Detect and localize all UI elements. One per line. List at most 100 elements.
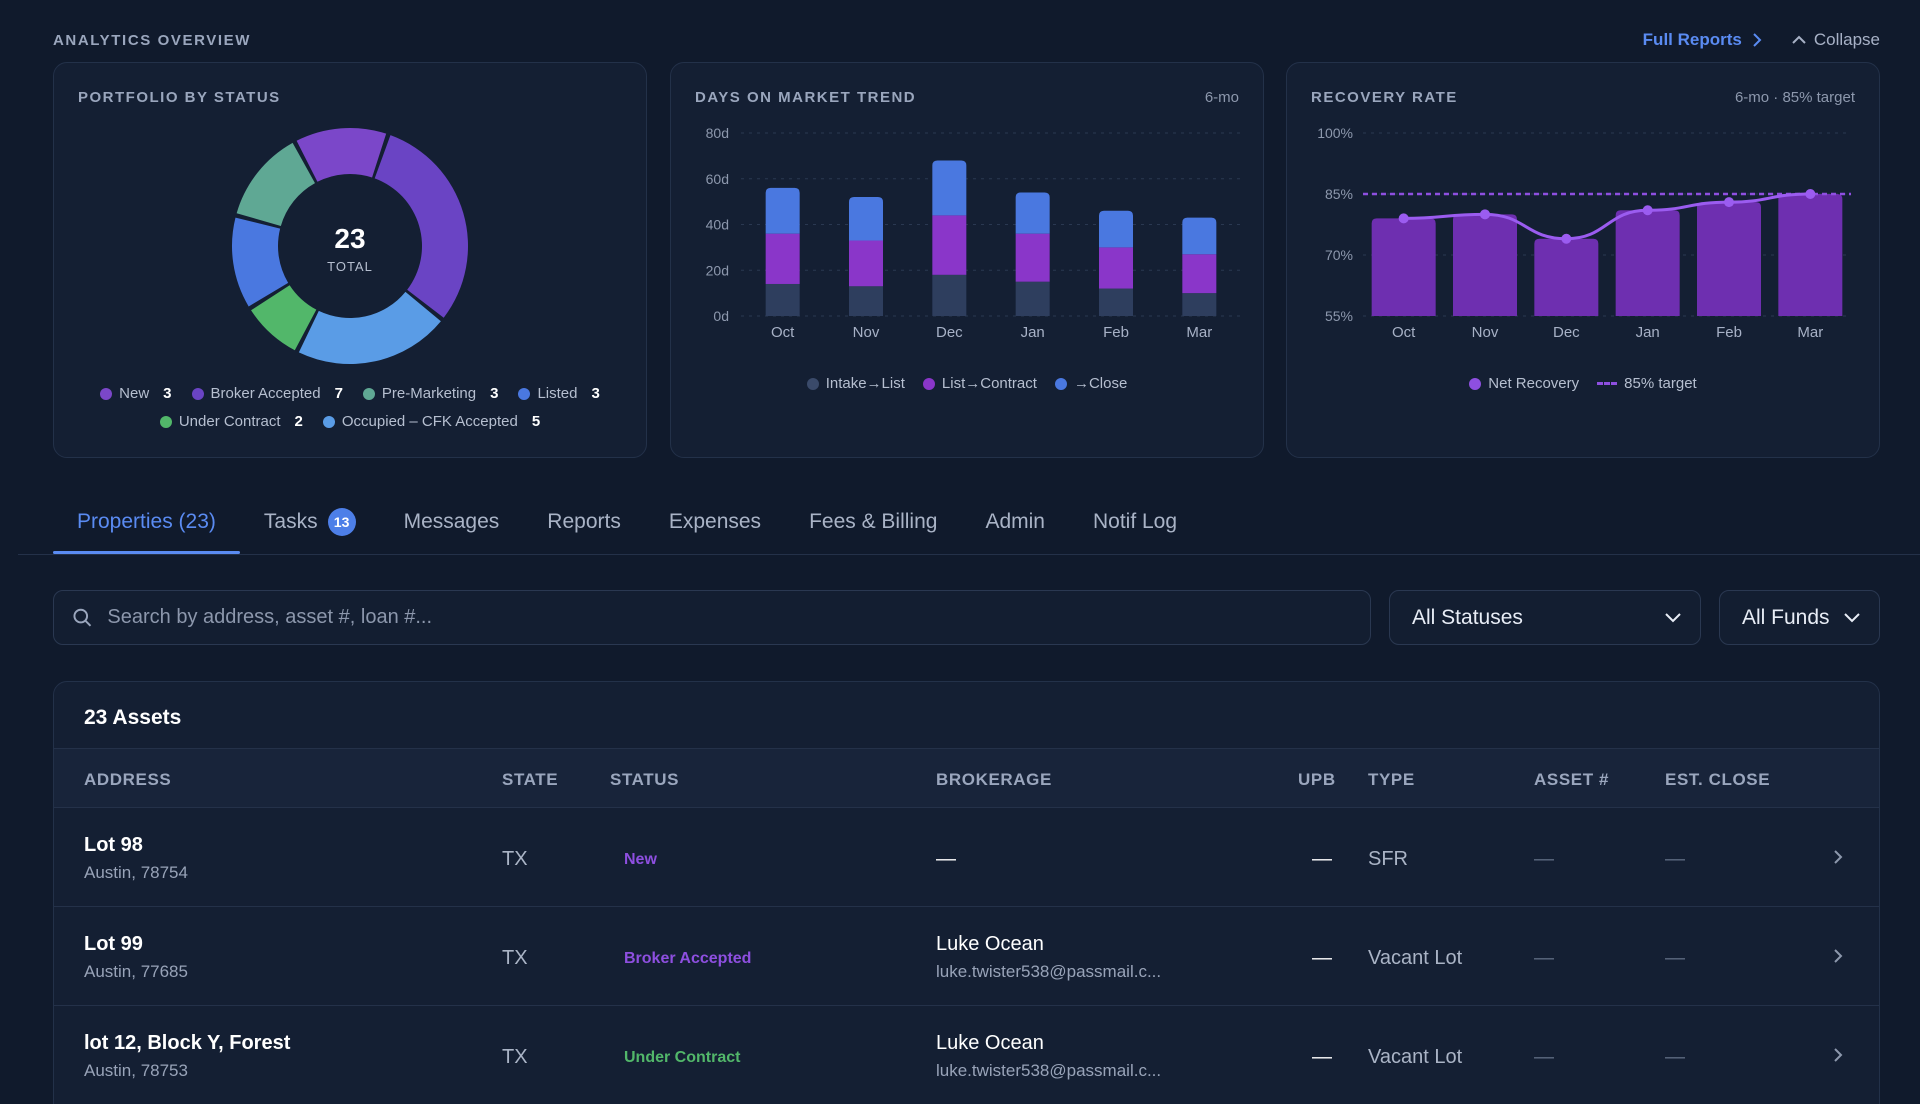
bar-segment-Intake→List — [765, 283, 800, 316]
tab-fees-billing[interactable]: Fees & Billing — [785, 498, 961, 554]
legend-dot — [100, 387, 113, 400]
tab-admin[interactable]: Admin — [961, 498, 1069, 554]
recovery-point — [1724, 197, 1734, 208]
dom-title: DAYS ON MARKET TREND — [695, 89, 917, 106]
legend-pre-marketing: Pre-Marketing 3 — [362, 385, 499, 402]
chevron-down-icon — [1665, 612, 1681, 622]
bar-segment-Intake→List — [1099, 288, 1133, 316]
asset-cell: — — [1534, 1046, 1554, 1068]
legend-dot — [159, 415, 172, 428]
bar-segment-Intake→List — [849, 286, 883, 316]
recovery-point — [1561, 233, 1572, 244]
collapse-button[interactable]: Collapse — [1792, 30, 1880, 50]
legend-dot — [518, 387, 531, 400]
tab-label: Notif Log — [1092, 510, 1178, 533]
days-on-market-card: DAYS ON MARKET TREND 6-mo 0d 20d 40d 60d 80d… — [670, 62, 1264, 458]
tab-label: Admin — [985, 510, 1045, 533]
legend-count: 3 — [490, 385, 499, 402]
tab-reports[interactable]: Reports — [523, 498, 645, 554]
recovery-bar — [1534, 238, 1599, 316]
dom-period: 6-mo — [1204, 89, 1239, 106]
address-cell: lot 12, Block Y, Forest Austin, 78753 — [84, 1032, 290, 1081]
dom-bar-chart: 0d 20d 40d 60d 80d Oct Nov Dec Jan Feb Mar — [706, 125, 1241, 341]
legend-broker-accepted: Broker Accepted 7 — [191, 385, 343, 402]
tab-notif-log[interactable]: Notif Log — [1069, 498, 1201, 554]
recovery-bar — [1615, 210, 1680, 316]
table-header: ADDRESS STATE STATUS BROKERAGE UPB TYPE … — [54, 748, 1879, 808]
column-header-brokerage[interactable]: BROKERAGE — [936, 770, 1052, 789]
search-box[interactable] — [53, 590, 1371, 645]
chevron-right-icon — [1753, 33, 1762, 47]
legend-target: 85% target — [1597, 375, 1697, 392]
column-header-address[interactable]: ADDRESS — [84, 770, 172, 789]
donut-slice-listed — [232, 217, 289, 307]
legend-label: Broker Accepted — [210, 385, 321, 402]
legend-label: 85% target — [1624, 375, 1697, 392]
x-tick-label: Oct — [771, 324, 795, 341]
x-tick-label: Mar — [1186, 324, 1212, 341]
column-header-asset[interactable]: ASSET # — [1534, 770, 1610, 789]
table-row[interactable]: lot 12, Block Y, Forest Austin, 78753 TX… — [54, 1006, 1879, 1104]
legend-dot — [922, 377, 935, 390]
search-input[interactable] — [107, 606, 1370, 629]
x-tick-label: Dec — [936, 324, 963, 341]
tab-messages[interactable]: Messages — [380, 498, 524, 554]
x-tick-label: Nov — [853, 324, 880, 341]
broker-email: luke.twister538@passmail.c... — [936, 1061, 1162, 1080]
donut-slice-under-contract — [251, 285, 317, 351]
tab-expenses[interactable]: Expenses — [645, 498, 785, 554]
x-tick-label: Nov — [1472, 324, 1499, 341]
column-header-type[interactable]: TYPE — [1368, 770, 1415, 789]
tab-properties[interactable]: Properties (23) — [53, 498, 240, 554]
brokerage-cell: Luke Ocean luke.twister538@passmail.c... — [936, 933, 1161, 982]
type-cell: SFR — [1368, 848, 1408, 870]
legend-label: →Close — [1073, 375, 1128, 392]
funds-select-value: All Funds — [1742, 605, 1830, 629]
city-line: Austin, 78753 — [84, 1061, 188, 1080]
table-row[interactable]: Lot 99 Austin, 77685 TX Broker Accepted … — [54, 907, 1879, 1006]
table-row[interactable]: Lot 98 Austin, 78754 TX New — — SFR — — — [54, 808, 1879, 907]
column-header-upb[interactable]: UPB — [1298, 770, 1336, 789]
donut-total: 23 — [334, 223, 365, 254]
address-line: Lot 99 — [84, 933, 143, 955]
bar-segment-Intake→List — [932, 274, 967, 316]
portfolio-legend-row-1: New 3 Broker Accepted 7 Pre-Marketing 3 … — [54, 385, 646, 402]
bar-segment-Intake→List — [1182, 293, 1217, 316]
recovery-point — [1398, 213, 1409, 224]
column-header-status[interactable]: STATUS — [610, 770, 680, 789]
brokerage-cell: — — [936, 848, 956, 870]
portfolio-card: PORTFOLIO BY STATUS 23 TOTAL New 3 Broke… — [53, 62, 647, 458]
status-select[interactable]: All Statuses — [1389, 590, 1701, 645]
donut-slice-occupied-cfk-accepted — [298, 291, 441, 365]
full-reports-label: Full Reports — [1642, 30, 1742, 49]
funds-select[interactable]: All Funds — [1719, 590, 1880, 645]
column-header-state[interactable]: STATE — [502, 770, 559, 789]
legend-occupied: Occupied – CFK Accepted 5 — [322, 413, 541, 430]
status-badge: Under Contract — [624, 1049, 741, 1066]
bar-segment-List→Contract — [849, 240, 883, 287]
bar-segment-List→Contract — [765, 233, 800, 284]
column-header-est-close[interactable]: EST. CLOSE — [1665, 770, 1771, 789]
bar-segment-→Close — [1099, 210, 1133, 248]
tabs-divider — [18, 554, 1920, 555]
legend-label: Intake→List — [825, 375, 905, 392]
main-tabs: Properties (23) Tasks 13 Messages Report… — [53, 498, 1201, 554]
legend-label: List→Contract — [941, 375, 1037, 392]
chevron-right-icon[interactable] — [1833, 948, 1843, 964]
legend-count: 3 — [591, 385, 600, 402]
chevron-up-icon — [1792, 35, 1806, 44]
status-select-value: All Statuses — [1412, 605, 1523, 629]
est-close-cell: — — [1665, 848, 1685, 870]
tab-tasks[interactable]: Tasks 13 — [240, 498, 380, 554]
bar-segment-List→Contract — [932, 215, 967, 275]
full-reports-link[interactable]: Full Reports — [1643, 30, 1762, 50]
chevron-right-icon[interactable] — [1833, 849, 1843, 865]
recovery-chart: 55% 70% 85% 100% Oct Nov Dec Jan Feb Mar — [1317, 125, 1851, 341]
chevron-right-icon[interactable] — [1833, 1047, 1843, 1063]
x-tick-label: Feb — [1103, 324, 1129, 341]
legend-label: Net Recovery — [1488, 375, 1580, 392]
legend-count: 5 — [531, 413, 541, 430]
state-cell: TX — [502, 947, 528, 969]
y-tick-label: 40d — [706, 217, 729, 233]
recovery-point — [1642, 205, 1653, 216]
